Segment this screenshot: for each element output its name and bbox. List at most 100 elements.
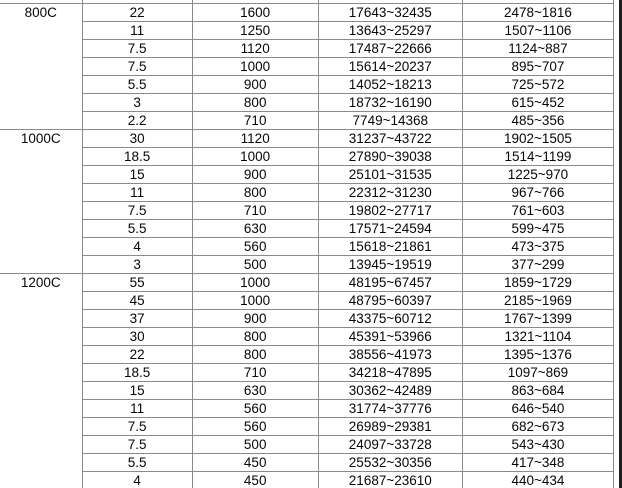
grid-line-stub — [318, 0, 319, 3]
table-cell: 800 — [191, 93, 319, 112]
table-row: 3 500 13945~19519 377~299 — [0, 255, 615, 274]
table-cell: 895~707 — [461, 57, 615, 76]
motor-spec-table: 800C 22 1600 17643~32435 2478~1816 11 1250 1364… — [0, 3, 615, 488]
table-cell: 485~356 — [461, 111, 615, 130]
grid-line-stub — [82, 0, 83, 3]
table-cell: 22312~31230 — [317, 183, 463, 202]
table-cell: 710 — [191, 111, 319, 130]
table-cell: 5.5 — [81, 75, 193, 94]
table-cell: 900 — [191, 309, 319, 328]
table-row: 15 900 25101~31535 1225~970 — [0, 165, 615, 184]
table-cell: 30 — [81, 327, 193, 346]
table-cell: 17487~22666 — [317, 39, 463, 58]
table-row: 11 560 31774~37776 646~540 — [0, 399, 615, 418]
table-cell: 11 — [81, 399, 193, 418]
table-row: 7.5 1000 15614~20237 895~707 — [0, 57, 615, 76]
table-cell: 967~766 — [461, 183, 615, 202]
table-cell: 18.5 — [81, 363, 193, 382]
model-cell: 800C — [0, 3, 83, 130]
table-row: 18.5 710 34218~47895 1097~869 — [0, 363, 615, 382]
table-cell: 31774~37776 — [317, 399, 463, 418]
table-cell: 1225~970 — [461, 165, 615, 184]
table-cell: 43375~60712 — [317, 309, 463, 328]
table-cell: 1859~1729 — [461, 273, 615, 292]
table-cell: 13643~25297 — [317, 21, 463, 40]
table-cell: 1767~1399 — [461, 309, 615, 328]
table-row: 7.5 560 26989~29381 682~673 — [0, 417, 615, 436]
table-cell: 25532~30356 — [317, 453, 463, 472]
table-cell: 630 — [191, 219, 319, 238]
table-cell: 30 — [81, 129, 193, 148]
table-cell: 38556~41973 — [317, 345, 463, 364]
table-cell: 2478~1816 — [461, 3, 615, 22]
table-cell: 37 — [81, 309, 193, 328]
model-cell: 1200C — [0, 273, 83, 488]
table-cell: 1395~1376 — [461, 345, 615, 364]
table-cell: 440~434 — [461, 471, 615, 488]
table-cell: 24097~33728 — [317, 435, 463, 454]
table-cell: 15618~21861 — [317, 237, 463, 256]
table-cell: 7.5 — [81, 57, 193, 76]
table-cell: 1600 — [191, 3, 319, 22]
table-cell: 500 — [191, 255, 319, 274]
table-cell: 560 — [191, 399, 319, 418]
table-cell: 15 — [81, 165, 193, 184]
table-row: 800C 22 1600 17643~32435 2478~1816 — [0, 3, 615, 130]
table-cell: 4 — [81, 471, 193, 488]
table-cell: 11 — [81, 21, 193, 40]
table-cell: 1321~1104 — [461, 327, 615, 346]
table-row: 30 800 45391~53966 1321~1104 — [0, 327, 615, 346]
table-cell: 7.5 — [81, 435, 193, 454]
table-cell: 5.5 — [81, 219, 193, 238]
table-cell: 22 — [81, 345, 193, 364]
table-cell: 473~375 — [461, 237, 615, 256]
table-row: 1000C 30 1120 31237~43722 1902~1505 — [0, 129, 615, 274]
table-cell: 19802~27717 — [317, 201, 463, 220]
table-cell: 22 — [81, 3, 193, 22]
table-cell: 682~673 — [461, 417, 615, 436]
table-cell: 25101~31535 — [317, 165, 463, 184]
table-row: 5.5 630 17571~24594 599~475 — [0, 219, 615, 238]
table-row: 2.2 710 7749~14368 485~356 — [0, 111, 615, 130]
table-cell: 4 — [81, 237, 193, 256]
table-cell: 7.5 — [81, 201, 193, 220]
model-cell: 1000C — [0, 129, 83, 274]
table-cell: 646~540 — [461, 399, 615, 418]
table-row: 18.5 1000 27890~39038 1514~1199 — [0, 147, 615, 166]
table-cell: 11 — [81, 183, 193, 202]
table-cell: 1120 — [191, 129, 319, 148]
table-cell: 15614~20237 — [317, 57, 463, 76]
table-cell: 17643~32435 — [317, 3, 463, 22]
table-row: 5.5 450 25532~30356 417~348 — [0, 453, 615, 472]
table-cell: 377~299 — [461, 255, 615, 274]
table-cell: 900 — [191, 165, 319, 184]
table-cell: 500 — [191, 435, 319, 454]
table-row: 7.5 710 19802~27717 761~603 — [0, 201, 615, 220]
table-row: 4 560 15618~21861 473~375 — [0, 237, 615, 256]
table-row: 4 450 21687~23610 440~434 — [0, 471, 615, 488]
table-cell: 543~430 — [461, 435, 615, 454]
table-cell: 450 — [191, 453, 319, 472]
table-cell: 560 — [191, 417, 319, 436]
table-cell: 55 — [81, 273, 193, 292]
table-cell: 710 — [191, 201, 319, 220]
table-cell: 1000 — [191, 291, 319, 310]
table-cell: 18.5 — [81, 147, 193, 166]
table-row: 22 800 38556~41973 1395~1376 — [0, 345, 615, 364]
table-cell: 900 — [191, 75, 319, 94]
table-cell: 31237~43722 — [317, 129, 463, 148]
table-cell: 630 — [191, 381, 319, 400]
table-row: 15 630 30362~42489 863~684 — [0, 381, 615, 400]
table-cell: 560 — [191, 237, 319, 256]
spec-table-body: 800C 22 1600 17643~32435 2478~1816 11 1250 1364… — [0, 3, 615, 488]
table-row: 7.5 500 24097~33728 543~430 — [0, 435, 615, 454]
table-cell: 48195~67457 — [317, 273, 463, 292]
table-cell: 21687~23610 — [317, 471, 463, 488]
table-cell: 417~348 — [461, 453, 615, 472]
table-cell: 1507~1106 — [461, 21, 615, 40]
cropped-previous-row-edge — [0, 0, 622, 3]
table-row: 3 800 18732~16190 615~452 — [0, 93, 615, 112]
table-cell: 2.2 — [81, 111, 193, 130]
table-cell: 5.5 — [81, 453, 193, 472]
